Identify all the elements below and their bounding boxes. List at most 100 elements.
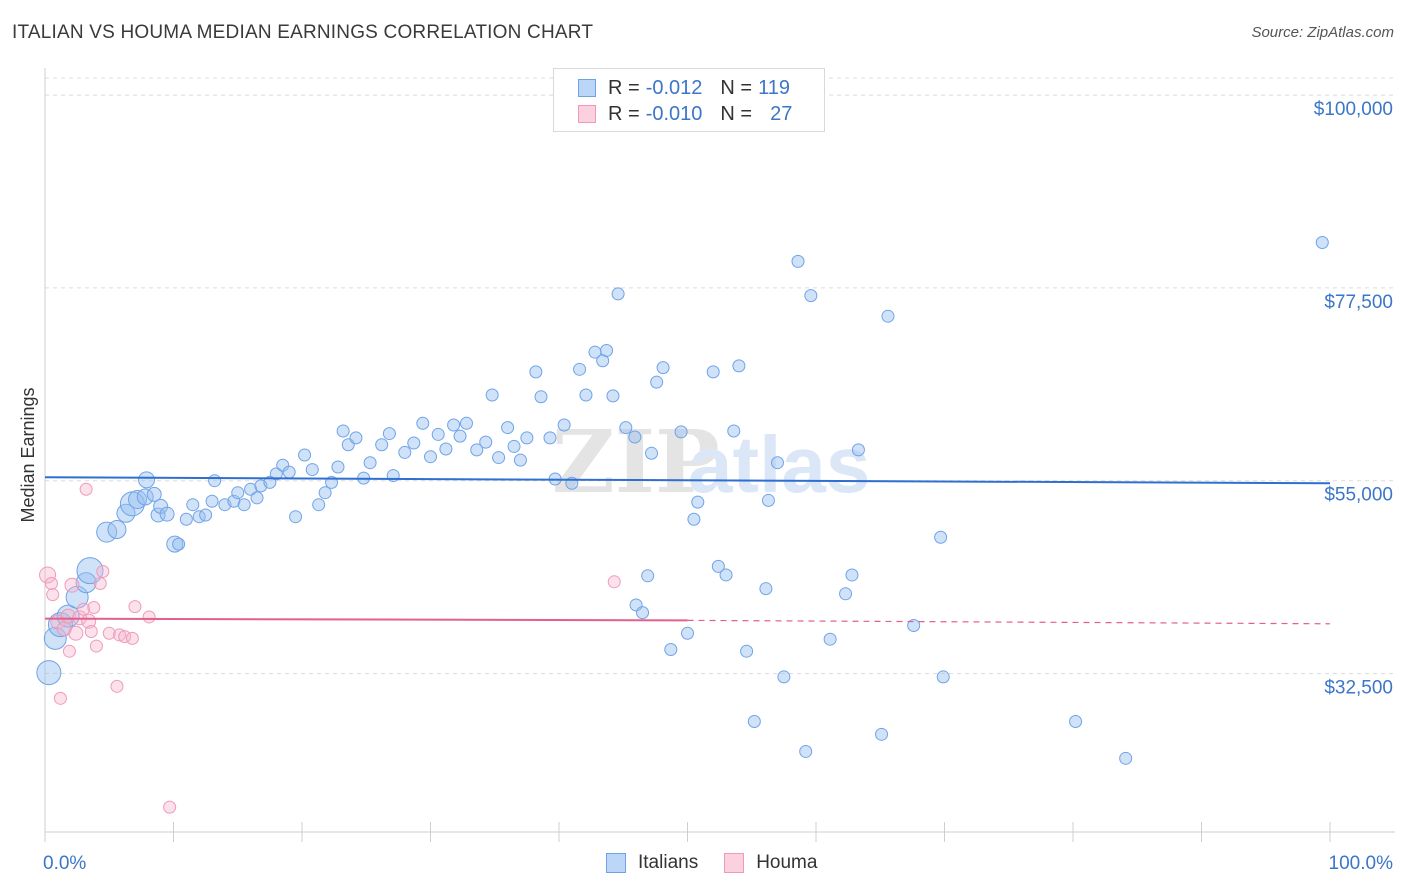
point-italians <box>907 619 921 633</box>
y-tick-label: $32,500 <box>1324 677 1393 698</box>
point-houma <box>128 600 142 614</box>
point-italians <box>732 359 746 373</box>
point-italians <box>1315 236 1329 250</box>
point-houma <box>39 566 57 584</box>
point-italians <box>579 388 593 402</box>
point-italians <box>375 438 389 452</box>
stats-legend: R = -0.012 N = 119 R = -0.010 N = 27 <box>553 68 825 132</box>
legend-n-value: 119 <box>758 76 790 99</box>
point-italians <box>159 506 175 522</box>
point-italians <box>557 418 571 432</box>
point-italians <box>636 606 650 620</box>
point-italians <box>936 670 950 684</box>
point-italians <box>289 510 303 524</box>
point-italians <box>336 424 350 438</box>
point-houma <box>142 610 156 624</box>
series-legend: Italians Houma <box>606 852 843 874</box>
point-houma <box>102 626 116 640</box>
point-italians <box>407 436 421 450</box>
point-italians <box>179 512 193 526</box>
point-italians <box>382 427 396 441</box>
point-italians <box>237 498 251 512</box>
watermark-atlas: atlas <box>688 420 870 509</box>
point-houma <box>89 639 103 653</box>
legend-row-italians: R = -0.012 N = 119 <box>578 75 790 101</box>
point-italians <box>875 727 889 741</box>
legend-r-label: R = <box>608 76 640 99</box>
point-italians <box>664 642 678 656</box>
y-tick-label: $77,500 <box>1324 292 1393 313</box>
point-houma <box>110 679 124 693</box>
point-italians <box>244 482 258 496</box>
legend-n-label: N = <box>720 102 753 125</box>
trend-line-houma-extension <box>687 619 1331 625</box>
point-houma <box>46 588 60 602</box>
point-italians <box>791 254 805 268</box>
point-italians <box>172 537 186 551</box>
legend-item-italians[interactable]: Italians <box>606 852 698 874</box>
point-italians <box>573 362 587 376</box>
point-italians <box>136 488 154 506</box>
point-italians <box>231 486 245 500</box>
legend-item-houma[interactable]: Houma <box>724 852 817 874</box>
chart-source: Source: ZipAtlas.com <box>1251 24 1394 41</box>
point-italians <box>674 425 688 439</box>
point-houma <box>87 601 101 615</box>
legend-label-italians: Italians <box>638 852 699 873</box>
series-houma <box>39 482 621 814</box>
point-italians <box>851 443 865 457</box>
point-houma <box>163 800 177 814</box>
point-italians <box>740 644 754 658</box>
point-italians <box>305 463 319 477</box>
point-houma <box>93 577 107 591</box>
point-italians <box>799 744 813 758</box>
point-italians <box>459 416 473 430</box>
legend-label-houma: Houma <box>756 852 818 873</box>
point-italians <box>250 491 264 505</box>
legend-swatch-italians <box>578 79 596 97</box>
point-italians <box>691 495 705 509</box>
point-italians <box>845 568 859 582</box>
point-italians <box>727 424 741 438</box>
point-italians <box>687 512 701 526</box>
point-italians <box>166 535 184 553</box>
trend-line-houma <box>44 617 688 622</box>
legend-r-value: -0.012 <box>645 76 703 99</box>
point-italians <box>269 467 283 481</box>
point-italians <box>606 389 620 403</box>
legend-r-value: -0.010 <box>645 102 703 125</box>
point-italians <box>839 587 853 601</box>
point-italians <box>529 365 543 379</box>
point-italians <box>761 493 775 507</box>
point-italians <box>363 456 377 470</box>
point-italians <box>349 431 363 445</box>
legend-n-value: 27 <box>770 102 793 125</box>
point-italians <box>759 582 773 596</box>
chart-title: ITALIAN VS HOUMA MEDIAN EARNINGS CORRELA… <box>12 22 594 43</box>
watermark-zip: ZIP <box>552 412 720 513</box>
point-houma <box>84 625 98 639</box>
point-italians <box>600 343 614 357</box>
point-italians <box>619 421 633 435</box>
point-italians <box>282 465 296 479</box>
point-houma <box>125 631 139 645</box>
point-italians <box>36 660 62 686</box>
point-houma <box>118 630 132 644</box>
point-italians <box>501 421 515 435</box>
point-houma <box>62 644 76 658</box>
point-italians <box>146 486 162 502</box>
point-italians <box>823 632 837 646</box>
point-houma <box>81 613 97 629</box>
x-tick-label-max: 100.0% <box>1329 853 1394 874</box>
point-italians <box>186 498 200 512</box>
point-italians <box>543 431 557 445</box>
point-italians <box>711 559 725 573</box>
legend-swatch-houma <box>724 853 745 873</box>
point-italians <box>611 287 625 301</box>
point-italians <box>331 460 345 474</box>
point-italians <box>706 365 720 379</box>
point-italians <box>439 442 453 456</box>
point-italians <box>208 474 222 488</box>
point-italians <box>298 448 312 462</box>
